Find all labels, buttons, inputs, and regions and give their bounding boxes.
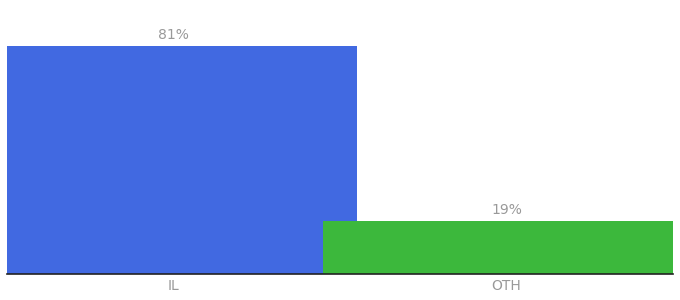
Bar <box>324 221 680 274</box>
Text: 19%: 19% <box>491 202 522 217</box>
Bar <box>0 46 356 274</box>
Text: 81%: 81% <box>158 28 189 42</box>
